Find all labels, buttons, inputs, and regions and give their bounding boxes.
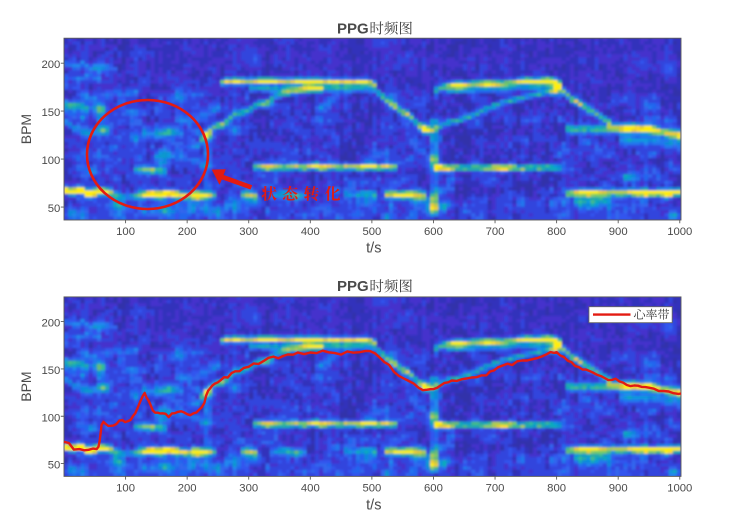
svg-text:BPM: BPM bbox=[18, 114, 34, 144]
svg-text:150: 150 bbox=[41, 107, 60, 119]
svg-text:PPG: PPG bbox=[337, 278, 369, 295]
svg-text:800: 800 bbox=[547, 226, 566, 238]
svg-text:700: 700 bbox=[486, 226, 505, 238]
svg-text:100: 100 bbox=[41, 412, 60, 424]
svg-text:PPG: PPG bbox=[337, 20, 369, 37]
svg-text:500: 500 bbox=[362, 226, 381, 238]
svg-text:800: 800 bbox=[547, 483, 566, 495]
svg-text:600: 600 bbox=[424, 226, 443, 238]
svg-text:1000: 1000 bbox=[667, 483, 692, 495]
svg-text:t/s: t/s bbox=[366, 241, 381, 257]
svg-text:1000: 1000 bbox=[667, 226, 692, 238]
svg-text:50: 50 bbox=[48, 460, 61, 472]
svg-text:200: 200 bbox=[41, 59, 60, 71]
svg-text:200: 200 bbox=[41, 318, 60, 330]
svg-text:t/s: t/s bbox=[366, 498, 381, 514]
svg-text:300: 300 bbox=[239, 226, 258, 238]
svg-text:BPM: BPM bbox=[18, 371, 34, 401]
svg-text:500: 500 bbox=[362, 483, 381, 495]
svg-text:600: 600 bbox=[424, 483, 443, 495]
svg-text:300: 300 bbox=[239, 483, 258, 495]
svg-text:400: 400 bbox=[301, 483, 320, 495]
svg-text:100: 100 bbox=[116, 226, 135, 238]
svg-text:900: 900 bbox=[609, 483, 628, 495]
svg-text:150: 150 bbox=[41, 365, 60, 377]
svg-text:400: 400 bbox=[301, 226, 320, 238]
svg-text:100: 100 bbox=[41, 155, 60, 167]
svg-text:100: 100 bbox=[116, 483, 135, 495]
svg-text:700: 700 bbox=[486, 483, 505, 495]
svg-text:50: 50 bbox=[48, 203, 61, 215]
svg-text:200: 200 bbox=[178, 483, 197, 495]
svg-text:900: 900 bbox=[609, 226, 628, 238]
svg-text:200: 200 bbox=[178, 226, 197, 238]
